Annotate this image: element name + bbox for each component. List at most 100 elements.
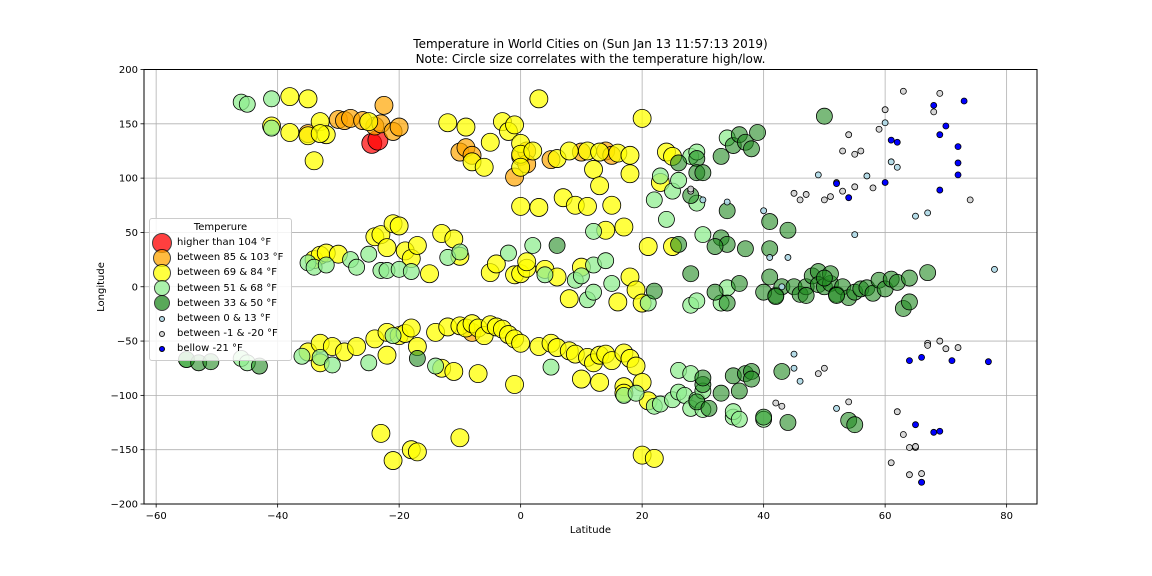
data-point [966,196,974,204]
legend-marker [150,330,174,337]
data-point [820,364,828,372]
data-point [371,423,391,443]
data-point [688,150,706,167]
data-point [401,318,421,338]
legend-label: between 69 & 84 °F [177,267,277,279]
legend-item: between 0 & 13 °F [150,311,291,326]
y-tick-label: 100 [119,174,138,185]
data-point [954,143,962,151]
legend-item: between 69 & 84 °F [150,263,291,282]
data-point [755,408,773,426]
data-point [402,263,420,280]
data-point [682,265,700,283]
data-point [790,189,798,197]
y-tick-label: 150 [119,119,138,130]
data-point [688,292,706,310]
y-tick-label: −200 [111,500,138,511]
data-point [930,108,938,116]
data-point [743,370,760,388]
data-point [924,342,932,349]
data-point [761,213,779,230]
data-point [384,327,402,345]
legend-marker-dot [154,280,170,297]
data-point [851,231,859,239]
data-point [517,252,537,272]
data-point [536,266,554,284]
data-point [893,138,901,146]
data-point [730,382,748,400]
data-point [645,191,663,209]
data-point [869,184,877,192]
data-point [761,268,779,286]
data-point [948,357,956,365]
x-axis-label: Latitude [570,525,611,536]
data-point [620,164,640,184]
data-point [912,212,919,220]
legend-item: bellow -21 °F [150,341,291,356]
data-point [767,288,785,305]
data-point [954,159,962,167]
data-point [468,364,488,384]
data-point [899,87,907,95]
x-axis-ticks: −60 −40 −20 0 20 40 60 80 [146,504,1013,522]
legend-label: between 0 & 13 °F [177,313,271,325]
data-point [651,167,669,185]
data-point [796,196,804,204]
y-tick-label: −50 [117,337,138,348]
data-point [712,384,730,402]
y-tick-label: 0 [132,282,138,293]
legend-label: between 33 & 50 °F [177,297,277,309]
chart-subtitle: Note: Circle size correlates with the te… [415,52,766,66]
data-point [814,171,822,179]
data-point [317,256,335,274]
data-point [559,289,579,309]
data-point [511,333,531,353]
data-point [846,416,864,434]
data-point [670,235,687,253]
data-point [954,171,962,179]
data-point [638,237,658,256]
legend-label: bellow -21 °F [177,343,243,355]
data-point [632,108,652,128]
data-point [815,107,833,125]
data-point [407,236,427,255]
data-point [790,364,798,372]
data-point [602,195,622,215]
data-point [304,151,324,171]
legend-label: between -1 & -20 °F [177,328,278,340]
data-point [778,283,786,291]
data-point [730,275,748,292]
data-point [985,358,992,366]
x-tick-label: 40 [757,511,770,522]
data-point [694,164,712,182]
data-point [918,478,925,486]
legend-marker-dot [159,315,165,322]
data-point [511,157,531,177]
data-point [912,421,919,429]
data-point [578,196,597,216]
data-point [377,238,397,258]
data-point [694,369,712,387]
data-point [760,207,768,215]
y-axis-ticks: −200 −150 −100 −50 0 50 100 150 200 [111,65,144,511]
data-point [293,347,311,365]
data-point [480,132,500,152]
data-point [918,470,925,477]
data-point [374,95,394,115]
legend-items: higher than 104 °F between 85 & 103 °F bet… [150,232,291,357]
data-point [828,287,845,304]
data-point [614,217,634,237]
data-point [936,89,944,97]
data-point [408,350,426,367]
data-point [310,124,330,143]
x-tick-label: 60 [879,511,892,522]
legend-label: between 51 & 68 °F [177,282,277,294]
data-point [833,180,840,187]
data-point [796,377,804,385]
data-point [670,154,687,172]
data-point [263,90,280,108]
data-point [779,414,797,431]
data-point [737,240,754,258]
data-point [407,442,427,462]
